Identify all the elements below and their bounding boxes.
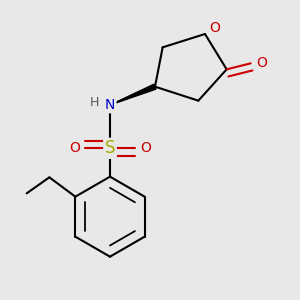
Text: N: N — [105, 98, 115, 112]
Text: O: O — [69, 141, 80, 155]
Text: S: S — [105, 139, 115, 157]
Text: O: O — [210, 21, 220, 35]
Text: O: O — [140, 141, 151, 155]
Text: H: H — [89, 96, 99, 109]
Polygon shape — [110, 84, 156, 105]
Text: O: O — [256, 56, 267, 70]
